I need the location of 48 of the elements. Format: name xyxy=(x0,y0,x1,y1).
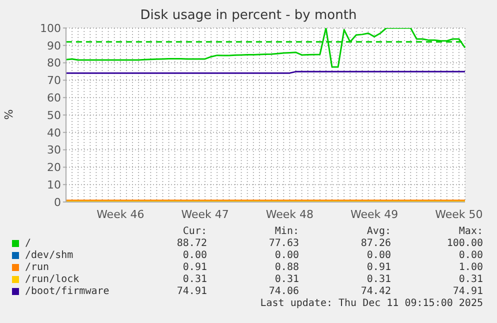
y-axis-title: % xyxy=(2,108,16,122)
y-tick-label: 30 xyxy=(47,144,61,157)
text: Last update: Thu Dec 11 09:15:00 2025 xyxy=(259,298,483,309)
y-tick-label: 20 xyxy=(47,161,61,174)
legend-label: /dev/shm xyxy=(25,250,74,261)
x-tick-label: Week 48 xyxy=(266,208,314,221)
text: 77.63 xyxy=(268,238,299,249)
text: 0.00 xyxy=(366,250,391,261)
text: 0.00 xyxy=(274,250,299,261)
text: 74.42 xyxy=(360,286,391,297)
text: Max: xyxy=(458,226,483,237)
text: 74.91 xyxy=(452,286,483,297)
y-tick-label: 70 xyxy=(47,74,61,88)
text: 0.31 xyxy=(458,274,483,285)
text: 0.31 xyxy=(182,274,207,285)
text: 0.00 xyxy=(182,250,207,261)
text: 0.88 xyxy=(274,262,299,273)
legend-label: /run xyxy=(25,262,50,273)
text: Cur: xyxy=(182,226,207,237)
x-tick-label: Week 49 xyxy=(350,208,398,221)
legend-label: / xyxy=(25,238,32,249)
x-tick-label: Week 46 xyxy=(96,208,144,221)
y-tick-label: 80 xyxy=(47,56,61,70)
text: 0.31 xyxy=(366,274,391,285)
text: 0.91 xyxy=(182,262,207,273)
x-tick-label: Week 50 xyxy=(435,208,483,221)
legend-label: /run/lock xyxy=(25,274,80,285)
y-tick-label: 0 xyxy=(54,196,61,209)
legend-label: /boot/firmware xyxy=(25,286,110,297)
text: 74.91 xyxy=(176,286,207,297)
y-tick-label: 50 xyxy=(47,108,61,122)
y-tick-label: 40 xyxy=(47,126,61,140)
text: 87.26 xyxy=(360,238,391,249)
y-tick-label: 10 xyxy=(47,178,61,192)
text: 0.00 xyxy=(458,250,483,261)
x-tick-label: Week 47 xyxy=(181,208,229,221)
y-tick-label: 90 xyxy=(47,39,61,52)
text: Avg: xyxy=(366,226,391,237)
y-tick-label: 100 xyxy=(40,22,61,35)
text: 100.00 xyxy=(446,238,483,249)
text: 0.91 xyxy=(366,262,391,273)
text: 1.00 xyxy=(458,262,483,273)
text: 74.06 xyxy=(268,286,299,297)
text: 0.31 xyxy=(274,274,299,285)
text: Min: xyxy=(274,226,299,237)
text: 88.72 xyxy=(176,238,207,249)
y-tick-label: 60 xyxy=(47,92,61,105)
chart-title: Disk usage in percent - by month xyxy=(139,8,358,23)
